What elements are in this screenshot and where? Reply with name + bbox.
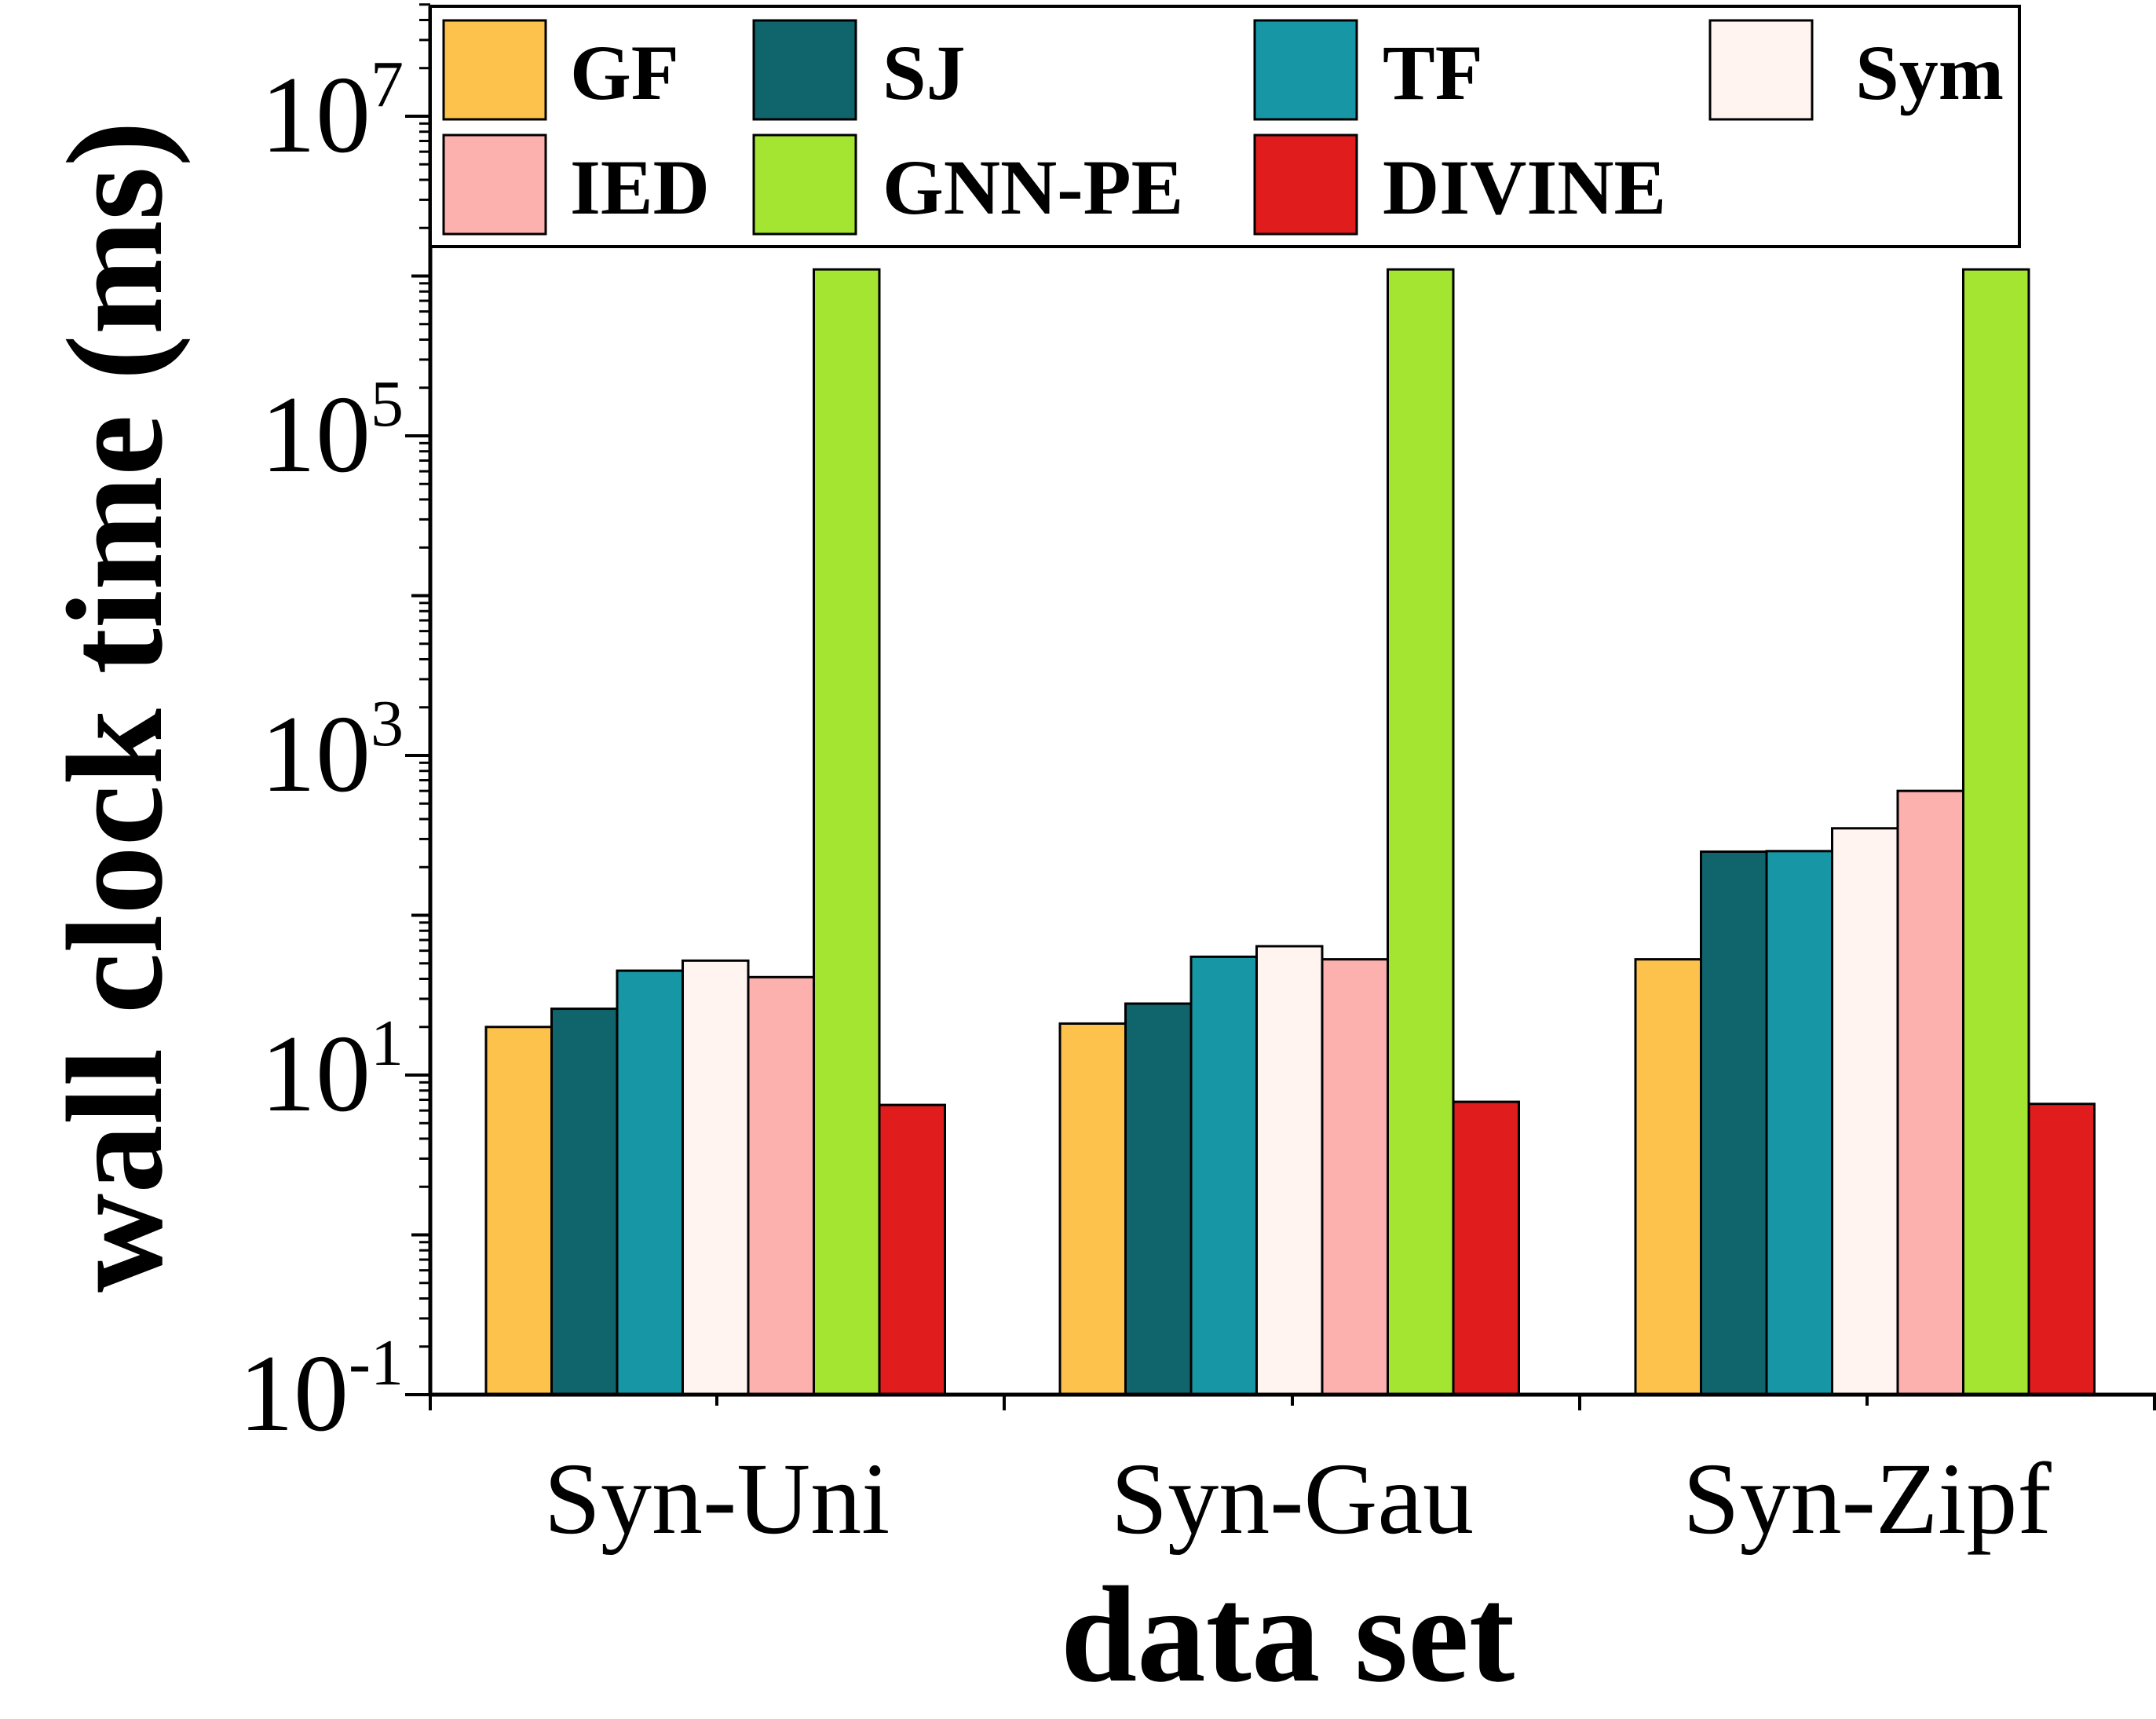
x-tick-label-syn-uni: Syn-Uni bbox=[544, 1443, 890, 1556]
y-tick-label: 105 bbox=[261, 368, 404, 496]
bar-sj-syn-zipf bbox=[1700, 850, 1768, 1396]
bar-gnn-pe-syn-gau bbox=[1387, 268, 1455, 1396]
bar-divine-syn-gau bbox=[1452, 1100, 1520, 1396]
y-tick-base: 10 bbox=[239, 1333, 349, 1454]
legend-swatch-ied bbox=[442, 133, 547, 236]
y-tick-exponent: 5 bbox=[371, 368, 404, 441]
bar-tf-syn-uni bbox=[616, 969, 684, 1396]
legend-swatch-gnn-pe bbox=[752, 133, 857, 236]
y-tick-base: 10 bbox=[261, 374, 371, 496]
bar-divine-syn-uni bbox=[878, 1103, 946, 1396]
y-tick-exponent: -1 bbox=[349, 1326, 404, 1399]
legend-swatch-divine bbox=[1253, 133, 1358, 236]
legend-swatch-gf bbox=[442, 19, 547, 121]
bar-ied-syn-zipf bbox=[1896, 789, 1964, 1396]
bar-tf-syn-gau bbox=[1189, 955, 1258, 1396]
y-tick-base: 10 bbox=[261, 693, 371, 815]
legend-label-ied: IED bbox=[570, 144, 710, 231]
y-tick-base: 10 bbox=[261, 1013, 371, 1135]
legend-label-gnn-pe: GNN-PE bbox=[882, 144, 1183, 231]
bar-tf-syn-zipf bbox=[1765, 850, 1833, 1396]
bar-sj-syn-uni bbox=[550, 1008, 619, 1396]
legend-label-gf: GF bbox=[570, 29, 679, 116]
y-tick-exponent: 7 bbox=[371, 48, 404, 121]
bar-sym-syn-zipf bbox=[1831, 827, 1899, 1396]
y-tick-base: 10 bbox=[261, 54, 371, 176]
bar-sym-syn-gau bbox=[1255, 945, 1324, 1396]
legend-swatch-sj bbox=[752, 19, 857, 121]
y-tick-label: 101 bbox=[261, 1007, 404, 1135]
legend-label-sj: SJ bbox=[882, 29, 966, 116]
x-axis-ticks bbox=[429, 1395, 2156, 1410]
bar-ied-syn-uni bbox=[747, 975, 815, 1396]
bars bbox=[484, 268, 2096, 1396]
bar-gf-syn-zipf bbox=[1634, 958, 1702, 1396]
x-tick-label-syn-gau: Syn-Gau bbox=[1111, 1443, 1474, 1556]
y-tick-label: 103 bbox=[261, 687, 404, 815]
x-tick-label-syn-zipf: Syn-Zipf bbox=[1683, 1443, 2052, 1556]
y-axis-major-ticks bbox=[405, 115, 430, 1396]
legend-swatch-tf bbox=[1253, 19, 1358, 121]
bar-gnn-pe-syn-zipf bbox=[1962, 268, 2030, 1396]
y-tick-exponent: 1 bbox=[371, 1007, 404, 1080]
legend: GF SJ TF Sym IED GNN-PE DIVINE bbox=[429, 5, 2021, 248]
y-tick-label: 107 bbox=[261, 48, 404, 176]
bar-ied-syn-gau bbox=[1321, 958, 1389, 1396]
bar-gf-syn-gau bbox=[1058, 1022, 1127, 1396]
legend-label-divine: DIVINE bbox=[1383, 144, 1666, 231]
bar-gf-syn-uni bbox=[484, 1026, 553, 1396]
bar-sj-syn-gau bbox=[1124, 1002, 1193, 1396]
bar-sym-syn-uni bbox=[682, 959, 750, 1396]
bar-gnn-pe-syn-uni bbox=[813, 268, 881, 1396]
y-tick-exponent: 3 bbox=[371, 687, 404, 760]
legend-label-sym: Sym bbox=[1855, 29, 2004, 116]
x-axis-title: data set bbox=[1061, 1558, 1515, 1710]
y-axis-title: wall clock time (ms) bbox=[38, 121, 191, 1293]
legend-label-tf: TF bbox=[1383, 29, 1483, 116]
legend-swatch-sym bbox=[1708, 19, 1814, 121]
bar-divine-syn-zipf bbox=[2027, 1103, 2096, 1396]
x-axis-tick-labels: Syn-Uni Syn-Gau Syn-Zipf bbox=[544, 1443, 2052, 1556]
y-tick-label: 10-1 bbox=[239, 1326, 404, 1454]
